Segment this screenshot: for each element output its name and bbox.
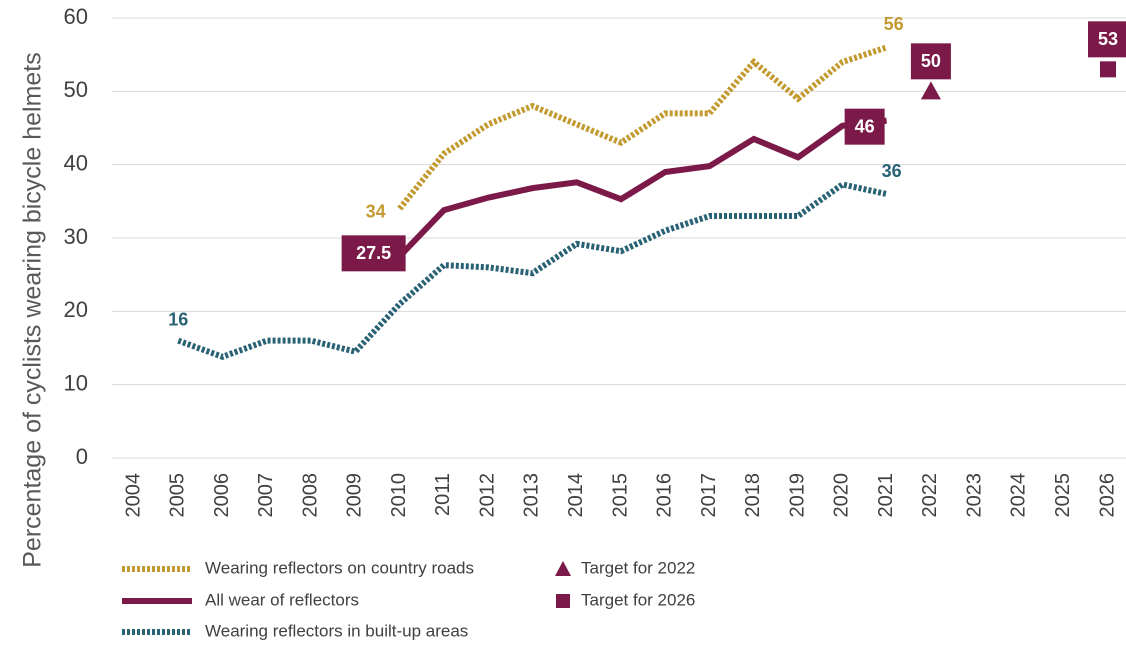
data-label: 27.5: [356, 243, 391, 263]
data-label: 36: [882, 161, 902, 181]
legend-label: All wear of reflectors: [205, 590, 359, 609]
data-label: 50: [921, 51, 941, 71]
data-label: 53: [1098, 29, 1118, 49]
x-tick-label: 2016: [654, 473, 676, 518]
legend-label: Wearing reflectors in built-up areas: [205, 621, 468, 640]
x-tick-label: 2018: [742, 473, 764, 518]
data-label-box: [1088, 21, 1126, 58]
data-label-box: [910, 43, 951, 80]
target-marker: [1100, 61, 1116, 78]
y-tick-label: 50: [64, 77, 88, 102]
x-tick-label: 2021: [875, 473, 897, 518]
x-tick-label: 2004: [122, 473, 144, 518]
y-tick-label: 40: [64, 150, 88, 175]
legend-label: Target for 2022: [581, 558, 695, 577]
legend-item: Wearing reflectors in built-up areas: [122, 621, 468, 640]
x-tick-label: 2010: [388, 473, 410, 518]
x-tick-label: 2007: [255, 473, 277, 518]
y-tick-label: 10: [64, 370, 88, 395]
series-line: [397, 117, 887, 259]
legend-label: Target for 2026: [581, 590, 695, 609]
x-tick-label: 2025: [1052, 473, 1074, 518]
x-tick-label: 2023: [963, 473, 985, 518]
y-tick-label: 20: [64, 297, 88, 322]
x-tick-label: 2026: [1096, 473, 1118, 518]
data-label: 16: [168, 309, 188, 329]
x-tick-label: 2011: [432, 473, 454, 516]
x-tick-label: 2015: [609, 473, 631, 518]
legend-item: Target for 2026: [556, 590, 695, 609]
x-tick-label: 2020: [831, 473, 853, 518]
series-line: [177, 181, 888, 360]
x-tick-label: 2017: [698, 473, 720, 518]
x-tick-label: 2022: [919, 473, 941, 518]
x-tick-label: 2019: [786, 473, 808, 518]
data-label-box: [844, 108, 885, 145]
data-label: 46: [855, 116, 875, 136]
legend-swatch: [556, 594, 570, 608]
target-marker: [920, 81, 941, 100]
data-label: 34: [366, 201, 386, 221]
y-tick-label: 60: [64, 4, 88, 29]
x-tick-label: 2006: [211, 473, 233, 518]
y-axis-label: Percentage of cyclists wearing bicycle h…: [19, 52, 47, 568]
legend-label: Wearing reflectors on country roads: [205, 558, 474, 577]
x-tick-label: 2014: [565, 473, 587, 518]
x-tick-label: 2013: [521, 473, 543, 518]
x-tick-label: 2008: [299, 473, 321, 518]
legend-item: Target for 2022: [555, 558, 695, 577]
x-tick-label: 2012: [476, 473, 498, 518]
legend-item: Wearing reflectors on country roads: [122, 558, 474, 577]
x-tick-label: 2024: [1008, 473, 1030, 518]
y-tick-label: 0: [76, 444, 88, 469]
y-tick-label: 30: [64, 224, 88, 249]
x-tick-label: 2009: [344, 473, 366, 518]
data-label-box: [341, 235, 406, 272]
data-label: 56: [884, 14, 904, 34]
legend-swatch: [555, 561, 571, 576]
legend-item: All wear of reflectors: [122, 590, 359, 609]
x-tick-label: 2005: [167, 473, 189, 518]
